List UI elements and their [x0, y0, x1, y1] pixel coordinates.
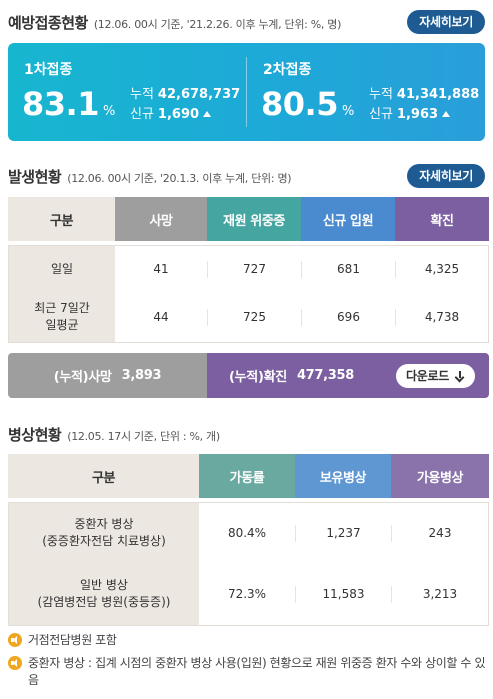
occurrence-row-weekly-label-line2: 일평균: [45, 318, 79, 332]
occurrence-row-daily-label: 일일: [9, 246, 115, 292]
beds-general-available: 3,213: [391, 585, 488, 603]
beds-icu-available: 243: [391, 524, 488, 542]
download-button[interactable]: 다운로드: [396, 364, 475, 388]
occurrence-daily-severe: 727: [207, 260, 301, 278]
cumulative-confirmed-value: 477,358: [296, 368, 355, 383]
dose2-stats: 누적 41,341,888 신규 1,963: [369, 85, 479, 125]
dose2-new-label: 신규: [369, 107, 393, 122]
vaccination-summary: 1차접종 83.1% 누적 42,678,737 신규 1,690 2차접종 80.…: [8, 43, 485, 141]
dose2-panel: 2차접종 80.5% 누적 41,341,888 신규 1,963: [247, 43, 485, 141]
occurrence-more-button[interactable]: 자세히보기: [407, 164, 485, 188]
cumulative-death-label: (누적)사망: [53, 370, 112, 385]
notes: 거점전담병원 포함 중환자 병상 : 집계 시점의 중환자 병상 사용(입원) …: [8, 632, 489, 695]
occurrence-meta: (12.06. 00시 기준, '20.1.3. 이후 누계, 단위: 명): [67, 172, 292, 185]
beds-header: 병상현황 (12.05. 17시 기준, 단위 : %, 개): [8, 424, 220, 445]
triangle-up-icon: [442, 111, 451, 117]
dose1-new-value: 1,690: [157, 107, 200, 122]
occurrence-weekly-admission: 696: [301, 308, 395, 326]
beds-body: 중환자 병상 (중증환자전담 치료병상) 80.4% 1,237 243 일반 …: [8, 502, 489, 626]
dose1-rate-unit: %: [102, 104, 115, 119]
beds-row-icu-label-line1: 중환자 병상: [74, 517, 134, 531]
occurrence-header-admission: 신규 입원: [301, 197, 395, 241]
occurrence-header-confirmed: 확진: [395, 197, 489, 241]
table-row: 최근 7일간 일평균 44 725 696 4,738: [9, 292, 488, 342]
cumulative-confirmed: (누적)확진 477,358 다운로드: [207, 353, 489, 398]
table-row: 중환자 병상 (중증환자전담 치료병상) 80.4% 1,237 243: [9, 503, 488, 563]
download-label: 다운로드: [406, 369, 449, 383]
note-item: 거점전담병원 포함: [8, 632, 489, 649]
triangle-up-icon: [203, 111, 212, 117]
beds-title: 병상현황: [8, 426, 62, 444]
occurrence-weekly-severe: 725: [207, 308, 301, 326]
occurrence-header: 발생현황 (12.06. 00시 기준, '20.1.3. 이후 누계, 단위:…: [8, 166, 292, 187]
occurrence-weekly-confirmed: 4,738: [395, 308, 488, 326]
occurrence-header-category: 구분: [8, 197, 115, 241]
dose2-rate-unit: %: [341, 104, 354, 119]
vaccination-more-button[interactable]: 자세히보기: [407, 10, 485, 34]
table-row: 일반 병상 (감염병전담 병원(중등증)) 72.3% 11,583 3,213: [9, 563, 488, 625]
dose2-rate: 80.5%: [261, 85, 354, 123]
occurrence-title: 발생현황: [8, 168, 62, 186]
dose2-cum-value: 41,341,888: [396, 87, 480, 102]
beds-row-general-label-line2: (감염병전담 병원(중등증)): [37, 595, 171, 609]
occurrence-header-severe: 재원 위중증: [207, 197, 301, 241]
cumulative-death: (누적)사망 3,893: [8, 353, 207, 398]
occurrence-daily-confirmed: 4,325: [395, 260, 488, 278]
occurrence-row-weekly-label-line1: 최근 7일간: [34, 301, 90, 315]
beds-icu-owned: 1,237: [295, 524, 391, 542]
occurrence-daily-death: 41: [153, 261, 169, 276]
beds-row-icu-label-line2: (중증환자전담 치료병상): [42, 534, 166, 548]
download-icon: [455, 370, 465, 382]
beds-general-utilization: 72.3%: [227, 586, 267, 601]
occurrence-header-death: 사망: [115, 197, 207, 241]
vaccination-meta: (12.06. 00시 기준, '21.2.26. 이후 누계, 단위: %, …: [93, 18, 342, 31]
beds-icu-utilization: 80.4%: [227, 525, 267, 540]
beds-header-utilization: 가동률: [199, 454, 295, 498]
dose2-new-value: 1,963: [396, 107, 439, 122]
note-item: 중환자 병상 : 집계 시점의 중환자 병상 사용(입원) 현황으로 재원 위중…: [8, 655, 489, 689]
beds-header-available: 가용병상: [391, 454, 489, 498]
table-row: 일일 41 727 681 4,325: [9, 246, 488, 292]
occurrence-table: 구분 사망 재원 위중증 신규 입원 확진 일일 41 727 681 4,32…: [8, 197, 489, 343]
dose2-label: 2차접종: [263, 62, 312, 78]
dose1-new-label: 신규: [130, 107, 154, 122]
dose1-label: 1차접종: [24, 62, 73, 78]
dose1-stats: 누적 42,678,737 신규 1,690: [130, 85, 240, 125]
beds-row-general-label: 일반 병상 (감염병전담 병원(중등증)): [9, 563, 199, 625]
dose1-panel: 1차접종 83.1% 누적 42,678,737 신규 1,690: [8, 43, 246, 141]
dose1-rate-value: 83.1: [22, 85, 99, 123]
speaker-icon: [8, 656, 22, 670]
cumulative-bar: (누적)사망 3,893 (누적)확진 477,358 다운로드: [8, 353, 489, 398]
cumulative-confirmed-label: (누적)확진: [229, 370, 287, 385]
beds-meta: (12.05. 17시 기준, 단위 : %, 개): [67, 430, 220, 443]
beds-row-general-label-line1: 일반 병상: [80, 578, 128, 592]
occurrence-daily-admission: 681: [301, 260, 395, 278]
occurrence-row-weekly-label: 최근 7일간 일평균: [9, 292, 115, 342]
beds-header-row: 구분 가동률 보유병상 가용병상: [8, 454, 489, 498]
beds-general-owned: 11,583: [295, 585, 391, 603]
dose2-rate-value: 80.5: [261, 85, 338, 123]
vaccination-title: 예방접종현황: [8, 14, 88, 32]
dose1-cum-label: 누적: [130, 87, 154, 102]
dose1-cum-value: 42,678,737: [157, 87, 241, 102]
occurrence-weekly-death: 44: [153, 309, 169, 324]
cumulative-death-value: 3,893: [121, 368, 162, 383]
note-text: 중환자 병상 : 집계 시점의 중환자 병상 사용(입원) 현황으로 재원 위중…: [28, 656, 486, 687]
dose1-rate: 83.1%: [22, 85, 115, 123]
vaccination-header: 예방접종현황 (12.06. 00시 기준, '21.2.26. 이후 누계, …: [8, 12, 341, 33]
beds-header-owned: 보유병상: [295, 454, 391, 498]
dose2-cum-label: 누적: [369, 87, 393, 102]
occurrence-header-row: 구분 사망 재원 위중증 신규 입원 확진: [8, 197, 489, 241]
beds-row-icu-label: 중환자 병상 (중증환자전담 치료병상): [9, 503, 199, 563]
beds-table: 구분 가동률 보유병상 가용병상 중환자 병상 (중증환자전담 치료병상) 80…: [8, 454, 489, 626]
note-text: 거점전담병원 포함: [28, 633, 117, 647]
beds-header-category: 구분: [8, 454, 199, 498]
occurrence-body: 일일 41 727 681 4,325 최근 7일간 일평균 44 725 69…: [8, 245, 489, 343]
speaker-icon: [8, 633, 22, 647]
vaccination-divider: [246, 57, 247, 127]
